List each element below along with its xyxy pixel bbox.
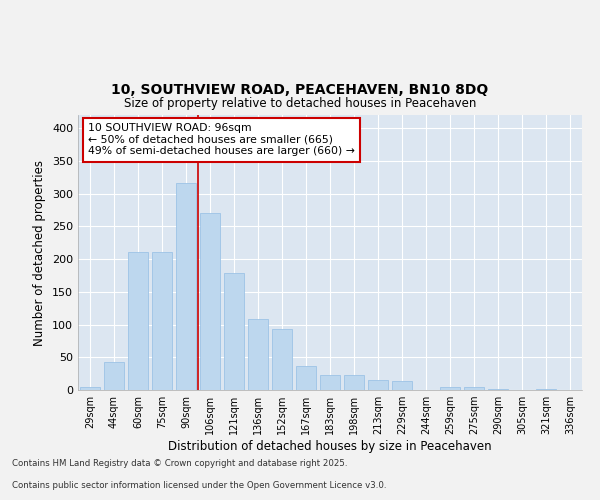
Bar bbox=[224, 274, 244, 390]
Bar bbox=[344, 375, 364, 390]
X-axis label: Distribution of detached houses by size in Peacehaven: Distribution of detached houses by size … bbox=[168, 440, 492, 453]
Bar bbox=[320, 375, 340, 390]
Bar bbox=[272, 329, 292, 390]
Bar bbox=[80, 386, 100, 390]
Bar bbox=[392, 382, 412, 390]
Y-axis label: Number of detached properties: Number of detached properties bbox=[34, 160, 46, 346]
Text: 10 SOUTHVIEW ROAD: 96sqm
← 50% of detached houses are smaller (665)
49% of semi-: 10 SOUTHVIEW ROAD: 96sqm ← 50% of detach… bbox=[88, 123, 355, 156]
Bar bbox=[536, 388, 556, 390]
Bar bbox=[200, 212, 220, 390]
Bar bbox=[128, 252, 148, 390]
Bar bbox=[248, 320, 268, 390]
Text: 10, SOUTHVIEW ROAD, PEACEHAVEN, BN10 8DQ: 10, SOUTHVIEW ROAD, PEACEHAVEN, BN10 8DQ bbox=[112, 84, 488, 98]
Bar bbox=[440, 386, 460, 390]
Text: Contains public sector information licensed under the Open Government Licence v3: Contains public sector information licen… bbox=[12, 481, 386, 490]
Text: Contains HM Land Registry data © Crown copyright and database right 2025.: Contains HM Land Registry data © Crown c… bbox=[12, 458, 347, 468]
Bar bbox=[176, 183, 196, 390]
Bar bbox=[296, 366, 316, 390]
Bar bbox=[104, 362, 124, 390]
Bar bbox=[152, 252, 172, 390]
Bar bbox=[464, 386, 484, 390]
Text: Size of property relative to detached houses in Peacehaven: Size of property relative to detached ho… bbox=[124, 97, 476, 110]
Bar bbox=[368, 380, 388, 390]
